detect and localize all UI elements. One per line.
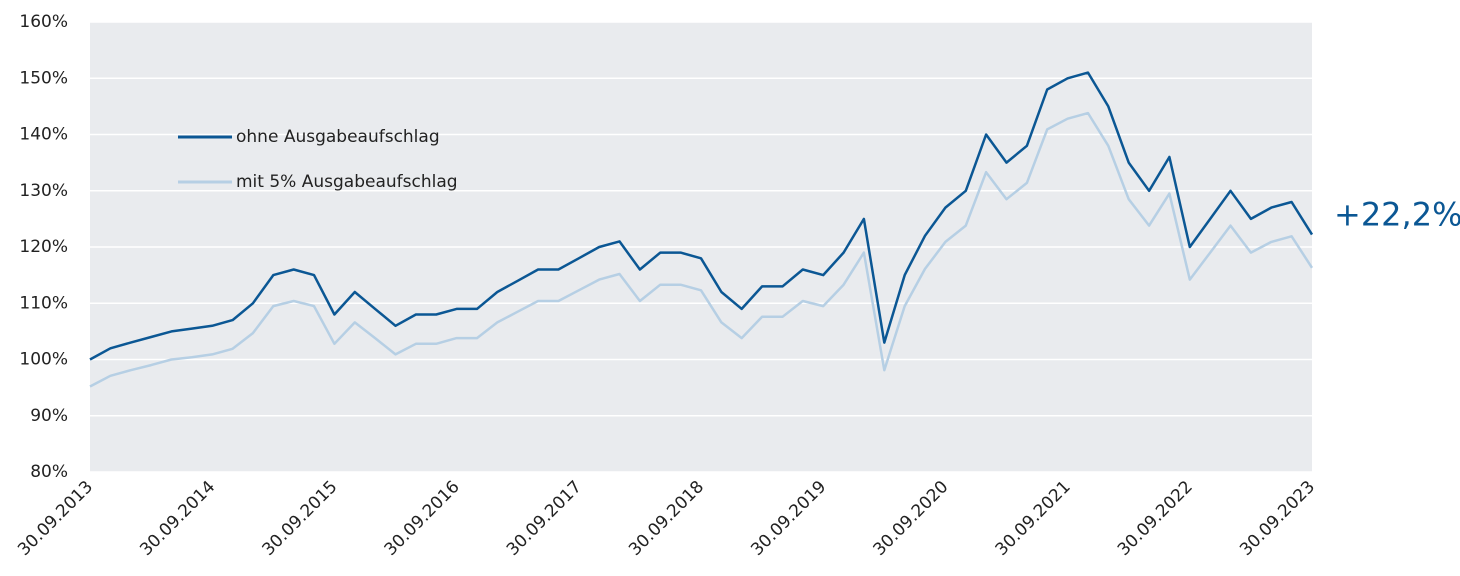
x-tick-label: 30.09.2023 — [1236, 477, 1319, 560]
x-tick-label: 30.09.2017 — [503, 477, 586, 560]
y-tick-label: 80% — [30, 462, 68, 482]
y-tick-label: 150% — [19, 68, 68, 88]
y-tick-label: 90% — [30, 406, 68, 426]
y-tick-label: 140% — [19, 125, 68, 145]
y-tick-label: 120% — [19, 237, 68, 257]
y-tick-label: 110% — [19, 293, 68, 313]
x-tick-label: 30.09.2020 — [869, 477, 952, 560]
x-tick-label: 30.09.2018 — [625, 477, 708, 560]
line-series — [89, 71, 1314, 361]
x-tick-label: 30.09.2019 — [747, 477, 830, 560]
x-tick-label: 30.09.2021 — [992, 477, 1075, 560]
x-tick-label: 30.09.2013 — [14, 477, 97, 560]
x-tick-label: 30.09.2014 — [136, 477, 219, 560]
annotation: +22,2% — [1334, 196, 1460, 234]
x-tick-label: 30.09.2016 — [381, 477, 464, 560]
legend-label: ohne Ausgabeaufschlag — [236, 127, 440, 147]
y-tick-label: 160% — [19, 12, 68, 32]
x-tick-label: 30.09.2022 — [1114, 477, 1197, 560]
x-tick-label: 30.09.2015 — [258, 477, 341, 560]
legend-label: mit 5% Ausgabeaufschlag — [236, 172, 458, 192]
y-tick-label: 100% — [19, 350, 68, 370]
line-series — [89, 111, 1314, 388]
y-tick-label: 130% — [19, 181, 68, 201]
